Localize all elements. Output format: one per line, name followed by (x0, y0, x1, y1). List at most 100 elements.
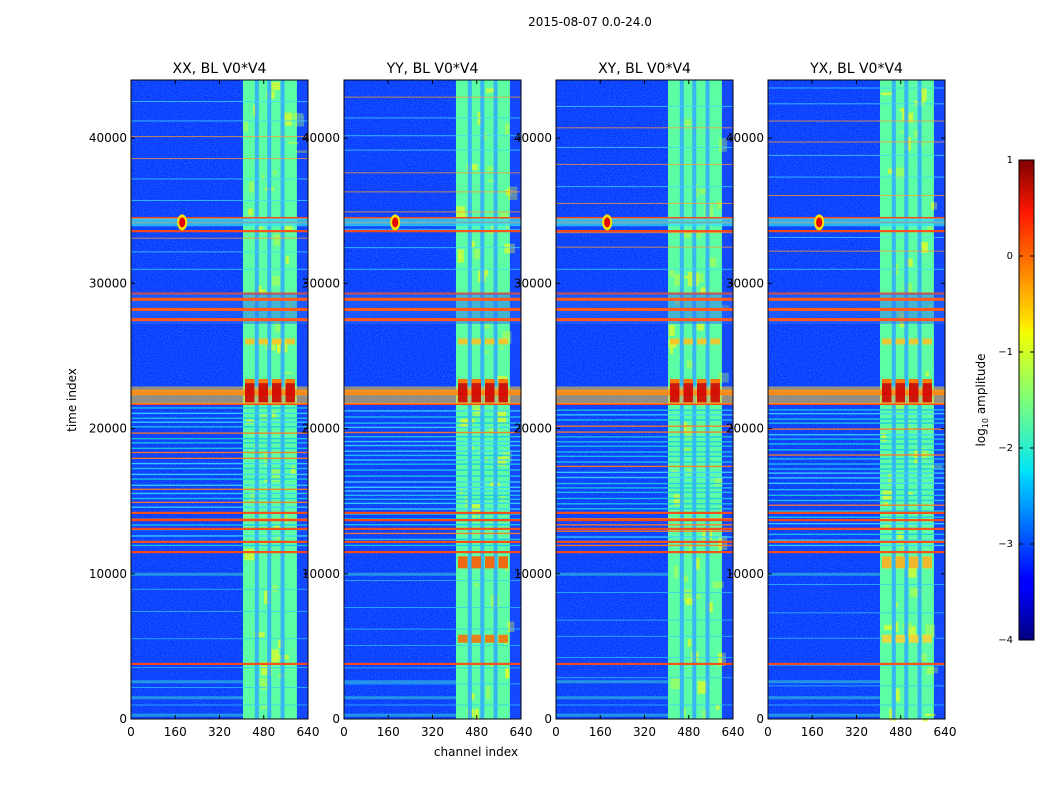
band-block (498, 556, 508, 569)
band-speckle (261, 541, 271, 546)
rfi-stripe (768, 438, 945, 440)
rfi-stripe (344, 191, 521, 193)
band-speckle (673, 565, 679, 578)
rfi-stripe (556, 445, 733, 447)
cyan-strip (131, 713, 244, 717)
event-hotspot (696, 379, 707, 403)
band-speckle (895, 399, 907, 412)
y-tick-label: 10000 (302, 567, 340, 581)
band-block (458, 556, 468, 569)
band-block (908, 556, 919, 569)
rfi-stripe (768, 584, 945, 586)
rfi-stripe (768, 103, 945, 105)
rfi-stripe (344, 667, 521, 669)
rfi-stripe (344, 481, 521, 483)
colorbar-tick-label: −3 (998, 539, 1013, 550)
rfi-stripe (344, 524, 521, 526)
rfi-stripe (768, 504, 945, 506)
rfi-stripe (556, 497, 733, 500)
rfi-stripe (556, 105, 733, 107)
band-speckle (274, 524, 280, 529)
colorbar-tick-label: −4 (998, 635, 1013, 646)
x-tick-label: 640 (722, 725, 745, 739)
rfi-row (131, 519, 308, 522)
band-speckle (669, 269, 675, 277)
rfi-stripe (344, 431, 521, 434)
rfi-stripe (556, 656, 733, 658)
band-speckle (880, 433, 887, 442)
rfi-row (768, 216, 945, 220)
rfi-row (556, 216, 733, 220)
band-speckle (696, 323, 704, 331)
band-block (710, 338, 720, 345)
event-hotspot-edge (484, 379, 495, 384)
rfi-stripe (556, 524, 733, 526)
event-hotspot-edge (458, 379, 468, 384)
band-speckle (920, 242, 928, 253)
rfi-row (131, 511, 308, 514)
rfi-stripe (344, 268, 521, 270)
rfi-stripe (768, 637, 945, 639)
rfi-stripe (131, 478, 308, 480)
x-axis-label: channel index (434, 745, 518, 759)
rfi-stripe (131, 667, 308, 669)
rfi-stripe (131, 178, 308, 180)
rfi-stripe (344, 135, 521, 137)
rfi-row-thick (344, 307, 521, 311)
figure-title: 2015-08-07 0.0-24.0 (528, 15, 652, 29)
y-tick-label: 0 (119, 712, 127, 726)
rfi-stripe (131, 704, 308, 706)
band-speckle (484, 269, 489, 276)
y-tick-label: 0 (332, 712, 340, 726)
rfi-row (344, 540, 521, 544)
y-tick-label: 10000 (514, 567, 552, 581)
cyan-strip (131, 680, 244, 684)
rfi-stripe (344, 683, 521, 685)
x-tick-label: 480 (252, 725, 275, 739)
rfi-stripe (131, 199, 308, 201)
band-speckle (502, 451, 512, 462)
band-block (922, 556, 932, 569)
event-hotspot (271, 379, 282, 403)
rfi-row (344, 511, 521, 514)
rfi-stripe (344, 444, 521, 447)
rfi-row (556, 519, 733, 522)
x-tick-label: 160 (377, 725, 400, 739)
colorbar-label-sub: 10 (981, 418, 990, 428)
rfi-stripe (344, 463, 521, 465)
rfi-row (344, 216, 521, 220)
rfi-stripe (131, 251, 308, 253)
event-hotspot-edge (696, 379, 707, 384)
rfi-stripe (131, 432, 308, 434)
rfi-stripe (768, 510, 945, 512)
band-speckle (914, 130, 921, 138)
panels-container: XX, BL V0*V4 0 160 320 480 640 0 10000 20000 3000… (89, 61, 957, 739)
rfi-stripe (556, 544, 733, 547)
rfi-stripe (768, 412, 945, 415)
rfi-stripe (556, 536, 733, 538)
rfi-stripe (768, 477, 945, 479)
band-speckle (271, 411, 276, 420)
rfi-stripe (344, 628, 521, 630)
rfi-stripe (556, 465, 733, 468)
event-hotspot-edge (498, 379, 508, 384)
band-block (908, 338, 919, 345)
band-speckle (271, 649, 280, 663)
band-block (471, 634, 481, 643)
event-hotspot-edge (908, 379, 919, 384)
band-speckle (695, 557, 700, 570)
band-speckle (925, 624, 936, 638)
rfi-stripe (556, 518, 733, 520)
band-speckle (927, 226, 933, 232)
colorbar-tick-label: −1 (998, 347, 1013, 358)
band-speckle (459, 420, 470, 428)
rfi-stripe (768, 418, 945, 420)
rfi-stripe (556, 461, 733, 463)
band-block (258, 338, 268, 345)
rfi-stripe (768, 544, 945, 547)
band-speckle (895, 167, 906, 179)
rfi-stripe (344, 607, 521, 609)
cyan-strip (556, 696, 669, 700)
rfi-stripe (556, 635, 733, 637)
colorbar-label-rest: amplitude (974, 354, 988, 418)
